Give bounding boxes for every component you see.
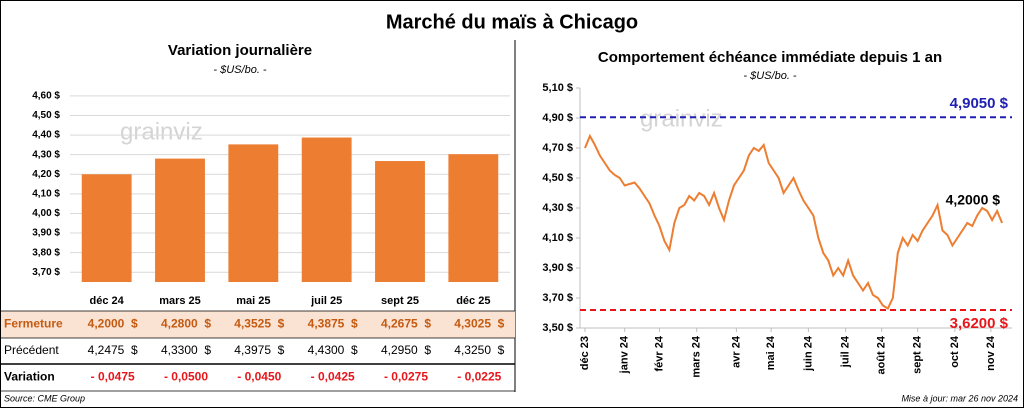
y-tick-label: 4,10 $ xyxy=(32,188,60,199)
chart-title: Variation journalière xyxy=(168,42,312,59)
table-cell: - 0,0475 xyxy=(91,370,135,384)
chart-title: Comportement échéance immédiate depuis 1… xyxy=(598,49,942,66)
x-tick-label: août 24 xyxy=(876,335,888,374)
table-cell: 4,3875 $ xyxy=(308,317,358,331)
table-cell: 4,3025 $ xyxy=(454,317,504,331)
bar xyxy=(448,154,499,282)
x-tick-label: juin 24 xyxy=(802,335,814,372)
x-tick-label: nov 24 xyxy=(985,335,997,371)
table-cell: 4,3250 $ xyxy=(454,343,504,357)
y-tick-label: 3,70 $ xyxy=(32,267,60,278)
x-tick-label: déc 23 xyxy=(579,336,591,370)
y-tick-label: 4,10 $ xyxy=(542,232,573,244)
table-cell: - 0,0500 xyxy=(164,370,208,384)
y-tick-label: 4,00 $ xyxy=(32,208,60,219)
y-tick-label: 3,70 $ xyxy=(542,292,573,304)
table-cell: 4,3525 $ xyxy=(234,317,284,331)
y-tick-label: 4,90 $ xyxy=(542,112,573,124)
y-tick-label: 3,50 $ xyxy=(542,322,573,334)
table-cell: 4,2950 $ xyxy=(381,343,431,357)
y-tick-label: 4,20 $ xyxy=(32,169,60,180)
page-title: Marché du maïs à Chicago xyxy=(386,11,638,33)
table-cell: 4,2675 $ xyxy=(381,317,431,331)
y-tick-label: 3,90 $ xyxy=(542,262,573,274)
y-tick-label: 4,30 $ xyxy=(542,202,573,214)
bar xyxy=(155,158,205,282)
x-tick-label: mars 24 xyxy=(691,335,703,377)
bar xyxy=(228,144,279,282)
table-cell: 4,3975 $ xyxy=(234,343,284,357)
x-tick-label: févr 24 xyxy=(653,335,665,371)
x-tick-label: mai 25 xyxy=(236,295,270,307)
table-cell: 4,4300 $ xyxy=(308,343,358,357)
reference-label: 3,6200 $ xyxy=(950,315,1009,332)
price-line xyxy=(584,133,1003,310)
table-cell: 4,2000 $ xyxy=(88,317,138,331)
table-cell: 4,2475 $ xyxy=(88,343,138,357)
table-cell: - 0,0225 xyxy=(457,370,501,384)
watermark: grainviz xyxy=(640,105,723,132)
y-tick-label: 4,30 $ xyxy=(32,149,60,160)
y-tick-label: 5,10 $ xyxy=(542,82,573,94)
bar xyxy=(301,137,352,282)
bar xyxy=(375,161,425,282)
table-cell: - 0,0450 xyxy=(237,370,281,384)
x-tick-label: déc 25 xyxy=(456,295,490,307)
y-tick-label: 3,80 $ xyxy=(32,247,60,258)
x-tick-label: sept 24 xyxy=(912,335,924,374)
row-label: Variation xyxy=(4,370,55,384)
chart-subtitle: - $US/bo. - xyxy=(743,70,797,82)
row-label: Précédent xyxy=(4,343,59,357)
highlight-row xyxy=(1,311,515,338)
x-tick-label: juil 24 xyxy=(840,335,852,368)
x-tick-label: janv 24 xyxy=(619,335,631,374)
table-cell: 4,2800 $ xyxy=(161,317,211,331)
watermark: grainviz xyxy=(120,118,203,145)
y-tick-label: 4,40 $ xyxy=(32,130,60,141)
last-value-label: 4,2000 $ xyxy=(946,192,1001,208)
y-tick-label: 3,90 $ xyxy=(32,228,60,239)
x-tick-label: mars 25 xyxy=(159,295,201,307)
x-tick-label: déc 24 xyxy=(90,295,125,307)
y-tick-label: 4,70 $ xyxy=(542,142,573,154)
y-tick-label: 4,50 $ xyxy=(32,110,60,121)
update-note: Mise à jour: mar 26 nov 2024 xyxy=(901,393,1018,403)
table-cell: 4,3300 $ xyxy=(161,343,211,357)
bar xyxy=(81,174,132,282)
row-label: Fermeture xyxy=(4,317,63,331)
x-tick-label: avr 24 xyxy=(730,335,742,368)
source: Source: CME Group xyxy=(4,393,85,403)
table-cell: - 0,0425 xyxy=(311,370,355,384)
table-cell: - 0,0275 xyxy=(384,370,428,384)
x-tick-label: sept 25 xyxy=(381,295,419,307)
y-tick-label: 4,50 $ xyxy=(542,172,573,184)
y-tick-label: 4,60 $ xyxy=(32,91,60,102)
x-tick-label: oct 24 xyxy=(949,335,961,368)
reference-label: 4,9050 $ xyxy=(950,95,1009,112)
x-tick-label: juil 25 xyxy=(310,295,342,307)
x-tick-label: mai 24 xyxy=(765,335,777,370)
chart-subtitle: - $US/bo. - xyxy=(213,64,267,76)
